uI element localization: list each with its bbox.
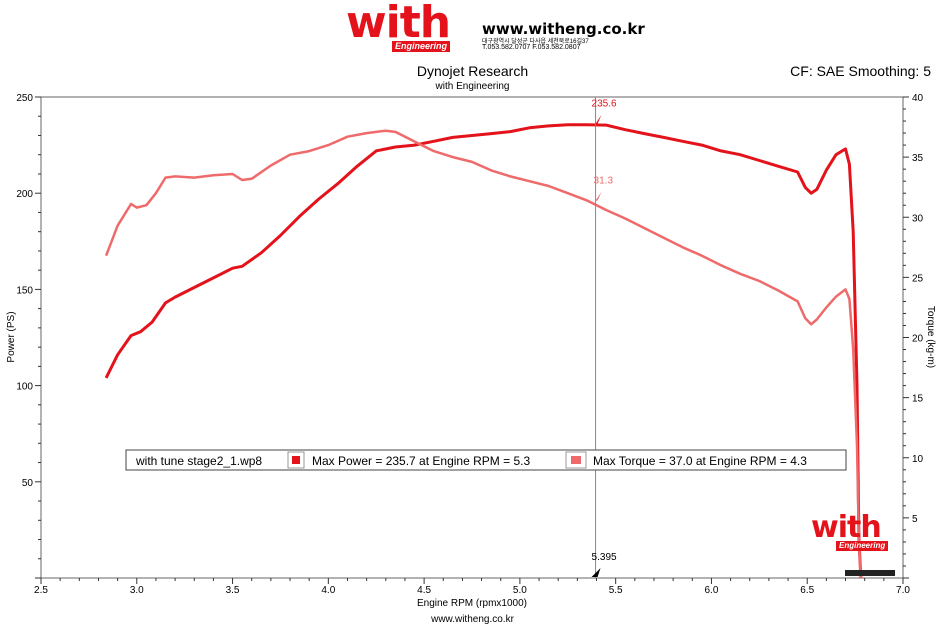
power-cursor-marker [595, 114, 602, 124]
watermark-logo-word: with [811, 510, 882, 545]
header-phone: T.053.582.0707 F.053.582.0807 [482, 44, 581, 51]
brand-logo-tag: Engineering [392, 41, 451, 52]
x-tick-label: 6.0 [704, 585, 718, 596]
legend-power-entry: Max Power = 235.7 at Engine RPM = 5.3 [312, 454, 530, 468]
legend-box [125, 449, 847, 471]
legend-torque-marker [571, 456, 581, 464]
x-axis-label: Engine RPM (rpmx1000) [417, 598, 527, 609]
y2-tick-label: 20 [912, 334, 924, 345]
x-tick-label: 3.5 [226, 585, 240, 596]
y-tick-label: 50 [22, 478, 34, 489]
rpm-cursor-arrow [591, 568, 601, 577]
torque-cursor-value: 31.3 [594, 176, 614, 187]
header-url[interactable]: www.witheng.co.kr [482, 20, 645, 38]
watermark-logo-tag: Engineering [836, 541, 889, 551]
x-tick-label: 5.0 [513, 585, 527, 596]
torque-cursor-marker [595, 191, 602, 201]
y-tick-label: 150 [16, 285, 33, 296]
y2-tick-label: 25 [912, 273, 924, 284]
cf-smoothing-info: CF: SAE Smoothing: 5 [790, 63, 931, 79]
legend-torque-entry: Max Torque = 37.0 at Engine RPM = 4.3 [593, 454, 807, 468]
x-tick-label: 2.5 [34, 585, 48, 596]
y2-axis-label: Torque (kg-m) [925, 306, 936, 368]
header-address: 대구광역시 달성군 다사읍 세천북로16길37 [482, 39, 589, 45]
x-tick-label: 4.5 [417, 585, 431, 596]
y-axis-label: Power (PS) [6, 311, 17, 362]
y2-tick-label: 5 [912, 514, 918, 525]
dynojet-mark [845, 570, 895, 576]
x-tick-label: 6.5 [800, 585, 814, 596]
rpm-cursor-label: 5.395 [592, 552, 617, 563]
series-layer [104, 123, 863, 579]
power-cursor-value: 235.6 [592, 99, 617, 110]
footer-url[interactable]: www.witheng.co.kr [431, 614, 514, 625]
legend-run-name: with tune stage2_1.wp8 [135, 454, 262, 468]
x-tick-label: 4.0 [321, 585, 335, 596]
chart-title: Dynojet Research [416, 63, 529, 79]
x-tick-label: 7.0 [896, 585, 910, 596]
x-tick-label: 5.5 [609, 585, 623, 596]
y2-tick-label: 30 [912, 213, 924, 224]
y-tick-label: 250 [16, 93, 33, 104]
torque-series-line [104, 129, 863, 579]
axes-layer: 2.5 3.0 3.5 4.0 4.5 5.0 5.5 6.0 6.5 7.0 50 100 150 20… [16, 93, 923, 596]
x-tick-label: 3.0 [130, 585, 144, 596]
y2-tick-label: 10 [912, 454, 924, 465]
legend: with tune stage2_1.wp8 Max Power = 235.7… [125, 449, 847, 471]
power-series-line [104, 123, 863, 579]
plot-area [40, 96, 904, 579]
legend-power-marker [292, 456, 300, 464]
y2-tick-label: 15 [912, 394, 924, 405]
y2-tick-label: 35 [912, 153, 924, 164]
brand-logo-word: with [346, 0, 451, 48]
y2-tick-label: 40 [912, 93, 924, 104]
cursor-layer: 5.395 235.6 31.3 [591, 97, 617, 578]
chart-subtitle: with Engineering [435, 81, 510, 92]
y-tick-label: 200 [16, 189, 33, 200]
y-tick-label: 100 [16, 382, 33, 393]
